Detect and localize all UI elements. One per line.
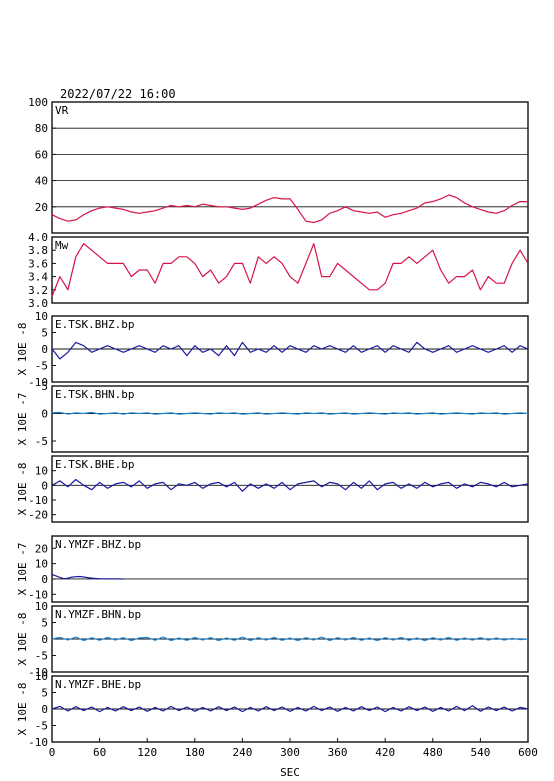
series-line [51, 573, 124, 580]
y-tick-label: 10 [35, 558, 48, 571]
y-tick-label: 80 [35, 122, 48, 135]
panel-mw: 3.03.23.43.63.84.0 Mw [28, 231, 529, 310]
x-tick-label: 60 [93, 746, 106, 759]
panel-vr: 20 40 60 80 100 VR [28, 96, 529, 234]
channel-label: E.TSK.BHE.bp [55, 458, 134, 471]
x-tick-label: 0 [49, 746, 56, 759]
x-tick-label: 300 [280, 746, 300, 759]
series-line [51, 636, 529, 642]
panel-n-ymzf-bhn-bp: -10 -5 0 5 10 X 10E -8 N.YMZF.BHN.bp [16, 600, 529, 679]
channel-label: E.TSK.BHZ.bp [55, 318, 134, 331]
y-axis-label: X 10E -8 [16, 463, 29, 516]
y-tick-label: -5 [35, 650, 48, 663]
y-tick-label: 3.4 [28, 271, 48, 284]
y-tick-label: -5 [35, 720, 48, 733]
y-tick-label: 20 [35, 542, 48, 555]
y-tick-label: 10 [35, 465, 48, 478]
y-tick-label: -10 [28, 494, 48, 507]
figure-title: 2022/07/22 16:00 [60, 87, 176, 101]
y-tick-label: 10 [35, 670, 48, 683]
y-tick-label: 10 [35, 600, 48, 613]
channel-label: Mw [55, 239, 69, 252]
y-axis-label: X 10E -7 [16, 393, 29, 446]
channel-label: E.TSK.BHN.bp [55, 388, 134, 401]
y-tick-label: 3.2 [28, 284, 48, 297]
x-tick-label: 180 [185, 746, 205, 759]
x-axis: 0 60 120 180 240 300 360 420 480 540 600 [49, 738, 538, 759]
channel-label: N.YMZF.BHZ.bp [55, 538, 141, 551]
y-tick-label: -10 [28, 666, 48, 679]
y-tick-label: 5 [41, 380, 48, 393]
y-tick-label: 3.8 [28, 244, 48, 257]
y-tick-label: -20 [28, 509, 48, 522]
y-axis-label: X 10E -8 [16, 683, 29, 736]
y-tick-label: 0 [41, 633, 48, 646]
series-line [51, 705, 529, 713]
x-tick-label: 120 [137, 746, 157, 759]
y-tick-label: 0 [41, 479, 48, 492]
y-tick-label: 10 [35, 310, 48, 323]
y-axis-label: X 10E -8 [16, 613, 29, 666]
y-tick-label: -10 [28, 736, 48, 749]
x-tick-label: 240 [232, 746, 252, 759]
x-tick-label: 480 [423, 746, 443, 759]
channel-label: VR [55, 104, 69, 117]
panel-frame [51, 236, 529, 304]
series-line [51, 341, 529, 360]
y-tick-label: 40 [35, 175, 48, 188]
y-tick-label: 0 [41, 343, 48, 356]
panel-e-tsk-bhn-bp: -5 0 5 X 10E -7 E.TSK.BHN.bp [16, 380, 529, 453]
y-tick-label: 3.0 [28, 297, 48, 310]
panel-e-tsk-bhe-bp: -20 -10 010 X 10E -8 E.TSK.BHE.bp [16, 455, 529, 523]
panel-e-tsk-bhz-bp: -10 -5 0 5 10 X 10E -8 E.TSK.BHZ.bp [16, 310, 529, 389]
y-tick-label: 4.0 [28, 231, 48, 244]
x-tick-label: 420 [375, 746, 395, 759]
y-tick-label: 5 [41, 327, 48, 340]
panel-frame [51, 535, 529, 603]
panel-frame [51, 101, 529, 234]
y-axis-label: X 10E -7 [16, 543, 29, 596]
channel-label: N.YMZF.BHE.bp [55, 678, 141, 691]
y-tick-label: 5 [41, 617, 48, 630]
series-line [51, 243, 529, 297]
panel-frame [51, 455, 529, 523]
y-axis-label: X 10E -8 [16, 323, 29, 376]
panels: 20406080100VR3.03.23.43.63.84.0Mw-10-505… [16, 96, 529, 749]
y-tick-label: 5 [41, 687, 48, 700]
y-tick-label: 0 [41, 573, 48, 586]
x-tick-label: 600 [518, 746, 538, 759]
y-tick-label: -10 [28, 376, 48, 389]
panel-frame [51, 385, 529, 453]
panel-n-ymzf-bhz-bp: -10 0 10 20 X 10E -7 N.YMZF.BHZ.bp [16, 535, 529, 603]
y-tick-label: -10 [28, 588, 48, 601]
series-line [51, 478, 529, 492]
y-tick-label: 60 [35, 148, 48, 161]
y-tick-label: 0 [41, 703, 48, 716]
x-tick-label: 540 [470, 746, 490, 759]
y-tick-label: -5 [35, 435, 48, 448]
panel-n-ymzf-bhe-bp: -10 -5 0 5 10 X 10E -8 N.YMZF.BHE.bp [16, 670, 529, 749]
series-line [51, 411, 529, 415]
y-tick-label: 0 [41, 408, 48, 421]
y-tick-label: 20 [35, 201, 48, 214]
y-tick-label: -5 [35, 360, 48, 373]
x-axis-label: SEC [280, 766, 300, 779]
x-tick-label: 360 [328, 746, 348, 759]
channel-label: N.YMZF.BHN.bp [55, 608, 141, 621]
y-tick-label: 100 [28, 96, 48, 109]
series-line [51, 194, 528, 224]
y-tick-label: 3.6 [28, 257, 48, 270]
